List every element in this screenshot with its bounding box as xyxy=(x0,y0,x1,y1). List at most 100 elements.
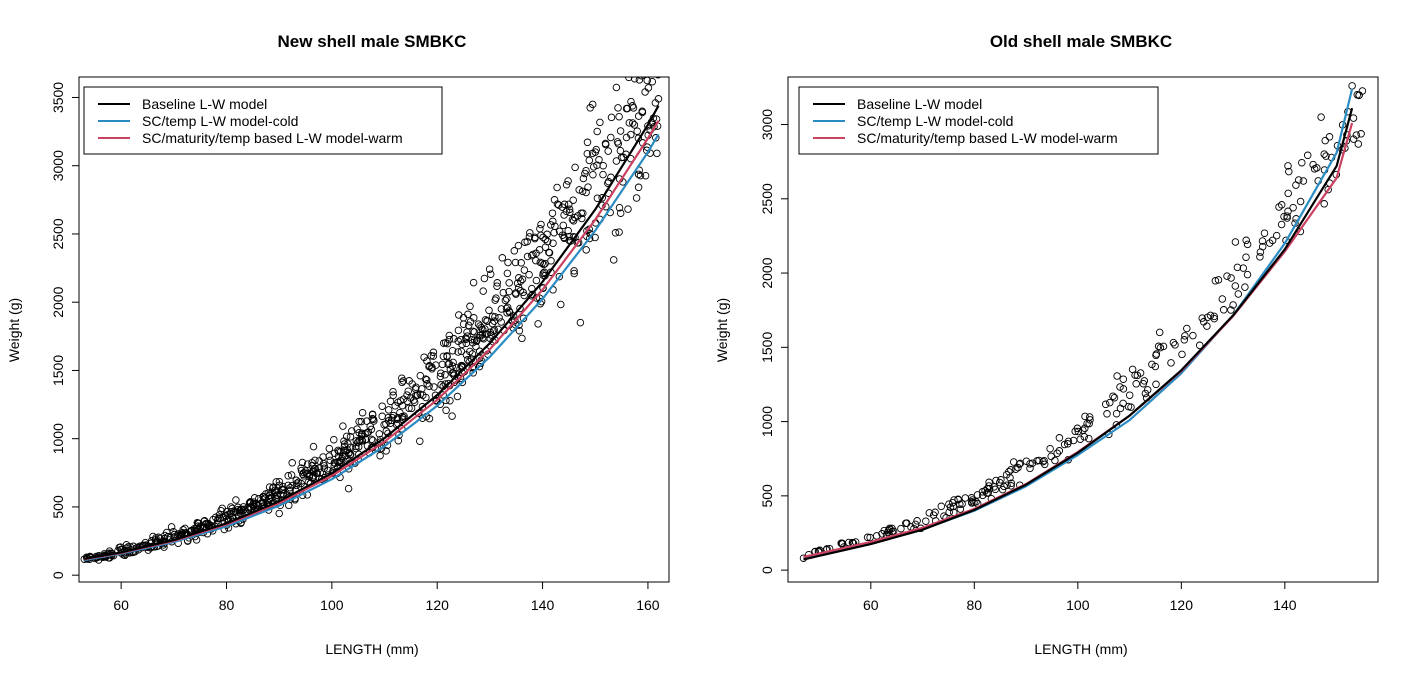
data-point xyxy=(534,320,542,328)
data-point xyxy=(614,104,622,112)
data-point xyxy=(1203,322,1211,330)
data-point xyxy=(353,438,362,447)
data-point xyxy=(398,401,407,410)
data-point xyxy=(425,382,433,390)
data-point xyxy=(549,217,557,226)
x-tick-label: 80 xyxy=(967,597,983,613)
data-point xyxy=(1155,328,1164,337)
data-point xyxy=(477,324,486,332)
data-point xyxy=(1086,416,1094,424)
data-point xyxy=(547,257,555,265)
series-line xyxy=(803,88,1354,560)
y-tick-label: 1000 xyxy=(50,423,66,454)
data-point xyxy=(425,362,433,371)
data-point xyxy=(1007,466,1015,474)
old-shell-chart: Old shell male SMBKC LENGTH (mm) Weight … xyxy=(714,32,1379,657)
data-point xyxy=(1357,56,1364,63)
data-point xyxy=(518,334,526,343)
data-point xyxy=(475,362,484,371)
data-point xyxy=(340,437,348,445)
data-point xyxy=(525,233,534,241)
data-point xyxy=(303,460,312,468)
data-point xyxy=(1171,341,1179,349)
data-point xyxy=(1309,160,1317,169)
data-point xyxy=(1148,360,1156,369)
data-point xyxy=(399,377,408,385)
data-point xyxy=(1110,393,1119,402)
data-point xyxy=(1298,158,1306,167)
data-point xyxy=(355,436,363,445)
data-point xyxy=(493,279,502,287)
data-point xyxy=(1039,457,1047,466)
data-point xyxy=(653,0,660,5)
data-point xyxy=(1325,133,1334,141)
data-point xyxy=(549,239,557,247)
data-point xyxy=(1299,177,1308,185)
data-point xyxy=(967,494,976,502)
data-point xyxy=(1085,413,1094,421)
data-point xyxy=(335,457,343,466)
data-point xyxy=(596,118,604,127)
data-point xyxy=(579,174,588,183)
data-point xyxy=(509,312,518,320)
data-point xyxy=(545,249,554,257)
data-point xyxy=(268,484,277,492)
data-point xyxy=(416,390,425,398)
data-point xyxy=(259,493,268,501)
y-tick-label: 3000 xyxy=(50,150,66,181)
data-point xyxy=(1152,351,1160,360)
data-point xyxy=(1119,385,1128,393)
data-point xyxy=(639,68,646,75)
data-point xyxy=(583,138,592,147)
data-point xyxy=(582,246,590,254)
data-point xyxy=(505,287,513,296)
data-point xyxy=(995,478,1004,487)
data-point xyxy=(353,425,361,433)
data-point xyxy=(880,526,888,535)
data-point xyxy=(287,471,296,479)
data-point xyxy=(468,350,477,358)
data-point xyxy=(617,153,626,162)
data-point xyxy=(609,256,618,264)
data-point xyxy=(568,215,577,224)
data-point xyxy=(453,392,462,401)
data-point xyxy=(1356,45,1363,52)
data-point xyxy=(1007,482,1015,490)
data-point xyxy=(412,383,420,391)
data-point xyxy=(1046,444,1054,453)
data-point xyxy=(646,64,653,71)
data-point xyxy=(564,226,572,235)
data-point xyxy=(937,502,946,511)
data-point xyxy=(489,327,498,335)
data-point xyxy=(950,496,958,504)
data-point xyxy=(454,348,462,356)
data-point xyxy=(284,481,292,490)
data-point xyxy=(1159,342,1168,351)
data-point xyxy=(528,290,537,299)
y-tick-label: 3000 xyxy=(759,109,775,140)
data-point xyxy=(632,194,641,202)
data-point xyxy=(548,209,557,217)
data-point xyxy=(1055,434,1064,442)
data-point xyxy=(1119,375,1128,383)
data-point xyxy=(391,402,399,410)
data-point xyxy=(462,351,471,359)
data-point xyxy=(366,422,374,431)
data-point xyxy=(377,444,386,453)
data-point xyxy=(1256,253,1264,261)
data-point xyxy=(1015,460,1024,468)
x-axis: 60 80 100 120 140 xyxy=(863,581,1297,613)
data-point xyxy=(446,396,454,405)
data-point xyxy=(357,432,366,441)
data-point xyxy=(1233,263,1242,272)
data-point xyxy=(288,459,296,467)
data-point xyxy=(1219,306,1228,314)
data-point xyxy=(324,466,332,475)
data-point xyxy=(389,387,397,396)
y-tick-label: 0 xyxy=(759,566,775,574)
data-point xyxy=(398,378,406,387)
data-point xyxy=(252,499,260,508)
data-point xyxy=(1125,391,1134,399)
data-point xyxy=(1352,131,1361,139)
data-point xyxy=(1258,237,1267,245)
